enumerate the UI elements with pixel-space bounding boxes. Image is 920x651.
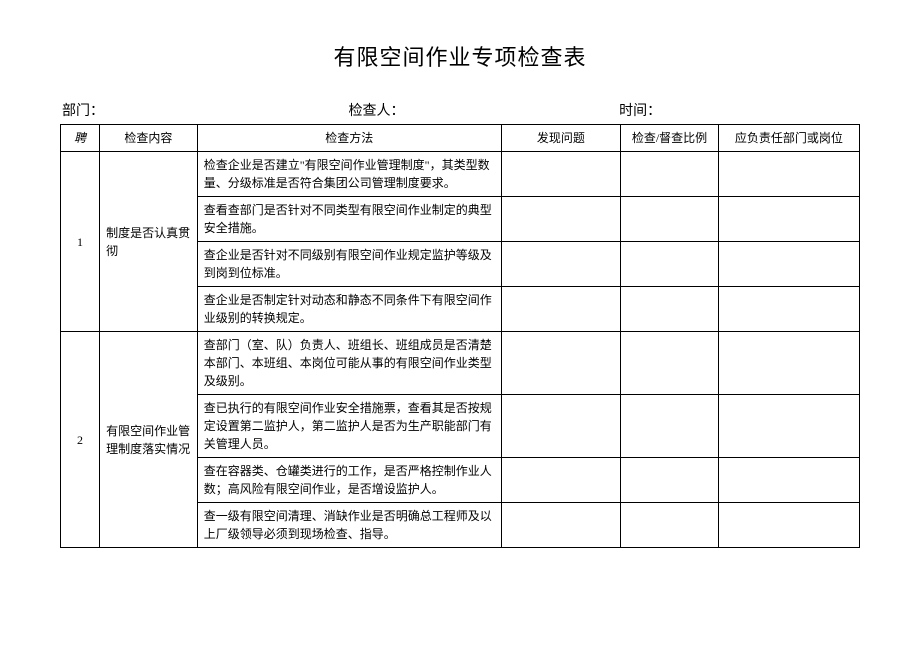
resp-cell bbox=[718, 197, 859, 242]
resp-cell bbox=[718, 242, 859, 287]
resp-cell bbox=[718, 395, 859, 458]
content-cell: 有限空间作业管理制度落实情况 bbox=[100, 332, 198, 548]
table-row: 2有限空间作业管理制度落实情况查部门（室、队）负责人、班组长、班组成员是否清楚本… bbox=[61, 332, 860, 395]
seq-cell: 2 bbox=[61, 332, 100, 548]
meta-dept: 部门： bbox=[62, 100, 349, 120]
method-cell: 查一级有限空间清理、消缺作业是否明确总工程师及以上厂级领导必须到现场检查、指导。 bbox=[197, 503, 501, 548]
time-label: 时间： bbox=[619, 100, 661, 120]
ratio-cell bbox=[621, 458, 719, 503]
resp-cell bbox=[718, 152, 859, 197]
ratio-cell bbox=[621, 503, 719, 548]
ratio-cell bbox=[621, 332, 719, 395]
found-cell bbox=[501, 197, 620, 242]
ratio-cell bbox=[621, 197, 719, 242]
found-cell bbox=[501, 503, 620, 548]
seq-cell: 1 bbox=[61, 152, 100, 332]
method-cell: 查企业是否针对不同级别有限空间作业规定监护等级及到岗到位标准。 bbox=[197, 242, 501, 287]
th-method: 检查方法 bbox=[197, 125, 501, 152]
inspection-table: 聘 检查内容 检查方法 发现问题 检查/督查比例 应负责任部门或岗位 1制度是否… bbox=[60, 124, 860, 548]
method-cell: 检查企业是否建立"有限空间作业管理制度"，其类型数量、分级标准是否符合集团公司管… bbox=[197, 152, 501, 197]
table-row: 1制度是否认真贯彻检查企业是否建立"有限空间作业管理制度"，其类型数量、分级标准… bbox=[61, 152, 860, 197]
found-cell bbox=[501, 152, 620, 197]
th-ratio: 检查/督查比例 bbox=[621, 125, 719, 152]
resp-cell bbox=[718, 332, 859, 395]
method-cell: 查在容器类、仓罐类进行的工作，是否严格控制作业人数；高风险有限空间作业，是否增设… bbox=[197, 458, 501, 503]
content-cell: 制度是否认真贯彻 bbox=[100, 152, 198, 332]
resp-cell bbox=[718, 458, 859, 503]
meta-time: 时间： bbox=[619, 100, 858, 120]
ratio-cell bbox=[621, 152, 719, 197]
method-cell: 查看查部门是否针对不同类型有限空间作业制定的典型安全措施。 bbox=[197, 197, 501, 242]
dept-label: 部门： bbox=[62, 100, 104, 120]
inspector-label: 检查人： bbox=[349, 100, 405, 120]
resp-cell bbox=[718, 503, 859, 548]
method-cell: 查部门（室、队）负责人、班组长、班组成员是否清楚本部门、本班组、本岗位可能从事的… bbox=[197, 332, 501, 395]
th-seq: 聘 bbox=[61, 125, 100, 152]
table-body: 1制度是否认真贯彻检查企业是否建立"有限空间作业管理制度"，其类型数量、分级标准… bbox=[61, 152, 860, 548]
found-cell bbox=[501, 458, 620, 503]
method-cell: 查企业是否制定针对动态和静态不同条件下有限空间作业级别的转换规定。 bbox=[197, 287, 501, 332]
ratio-cell bbox=[621, 242, 719, 287]
found-cell bbox=[501, 287, 620, 332]
th-resp: 应负责任部门或岗位 bbox=[718, 125, 859, 152]
page-title: 有限空间作业专项检查表 bbox=[60, 40, 860, 72]
ratio-cell bbox=[621, 395, 719, 458]
method-cell: 查已执行的有限空间作业安全措施票，查看其是否按规定设置第二监护人，第二监护人是否… bbox=[197, 395, 501, 458]
ratio-cell bbox=[621, 287, 719, 332]
found-cell bbox=[501, 242, 620, 287]
meta-row: 部门： 检查人： 时间： bbox=[60, 100, 860, 120]
found-cell bbox=[501, 395, 620, 458]
table-header-row: 聘 检查内容 检查方法 发现问题 检查/督查比例 应负责任部门或岗位 bbox=[61, 125, 860, 152]
found-cell bbox=[501, 332, 620, 395]
th-found: 发现问题 bbox=[501, 125, 620, 152]
th-content: 检查内容 bbox=[100, 125, 198, 152]
resp-cell bbox=[718, 287, 859, 332]
meta-inspector: 检查人： bbox=[349, 100, 620, 120]
